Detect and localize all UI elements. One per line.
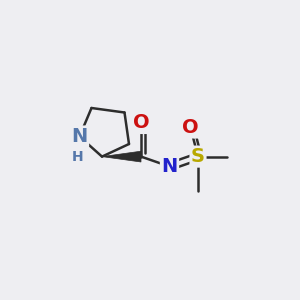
Polygon shape bbox=[102, 151, 141, 162]
Text: O: O bbox=[182, 118, 199, 137]
Text: N: N bbox=[71, 127, 88, 146]
Text: O: O bbox=[133, 113, 149, 133]
Text: H: H bbox=[72, 150, 84, 164]
Text: N: N bbox=[161, 157, 178, 176]
Text: S: S bbox=[191, 147, 205, 166]
